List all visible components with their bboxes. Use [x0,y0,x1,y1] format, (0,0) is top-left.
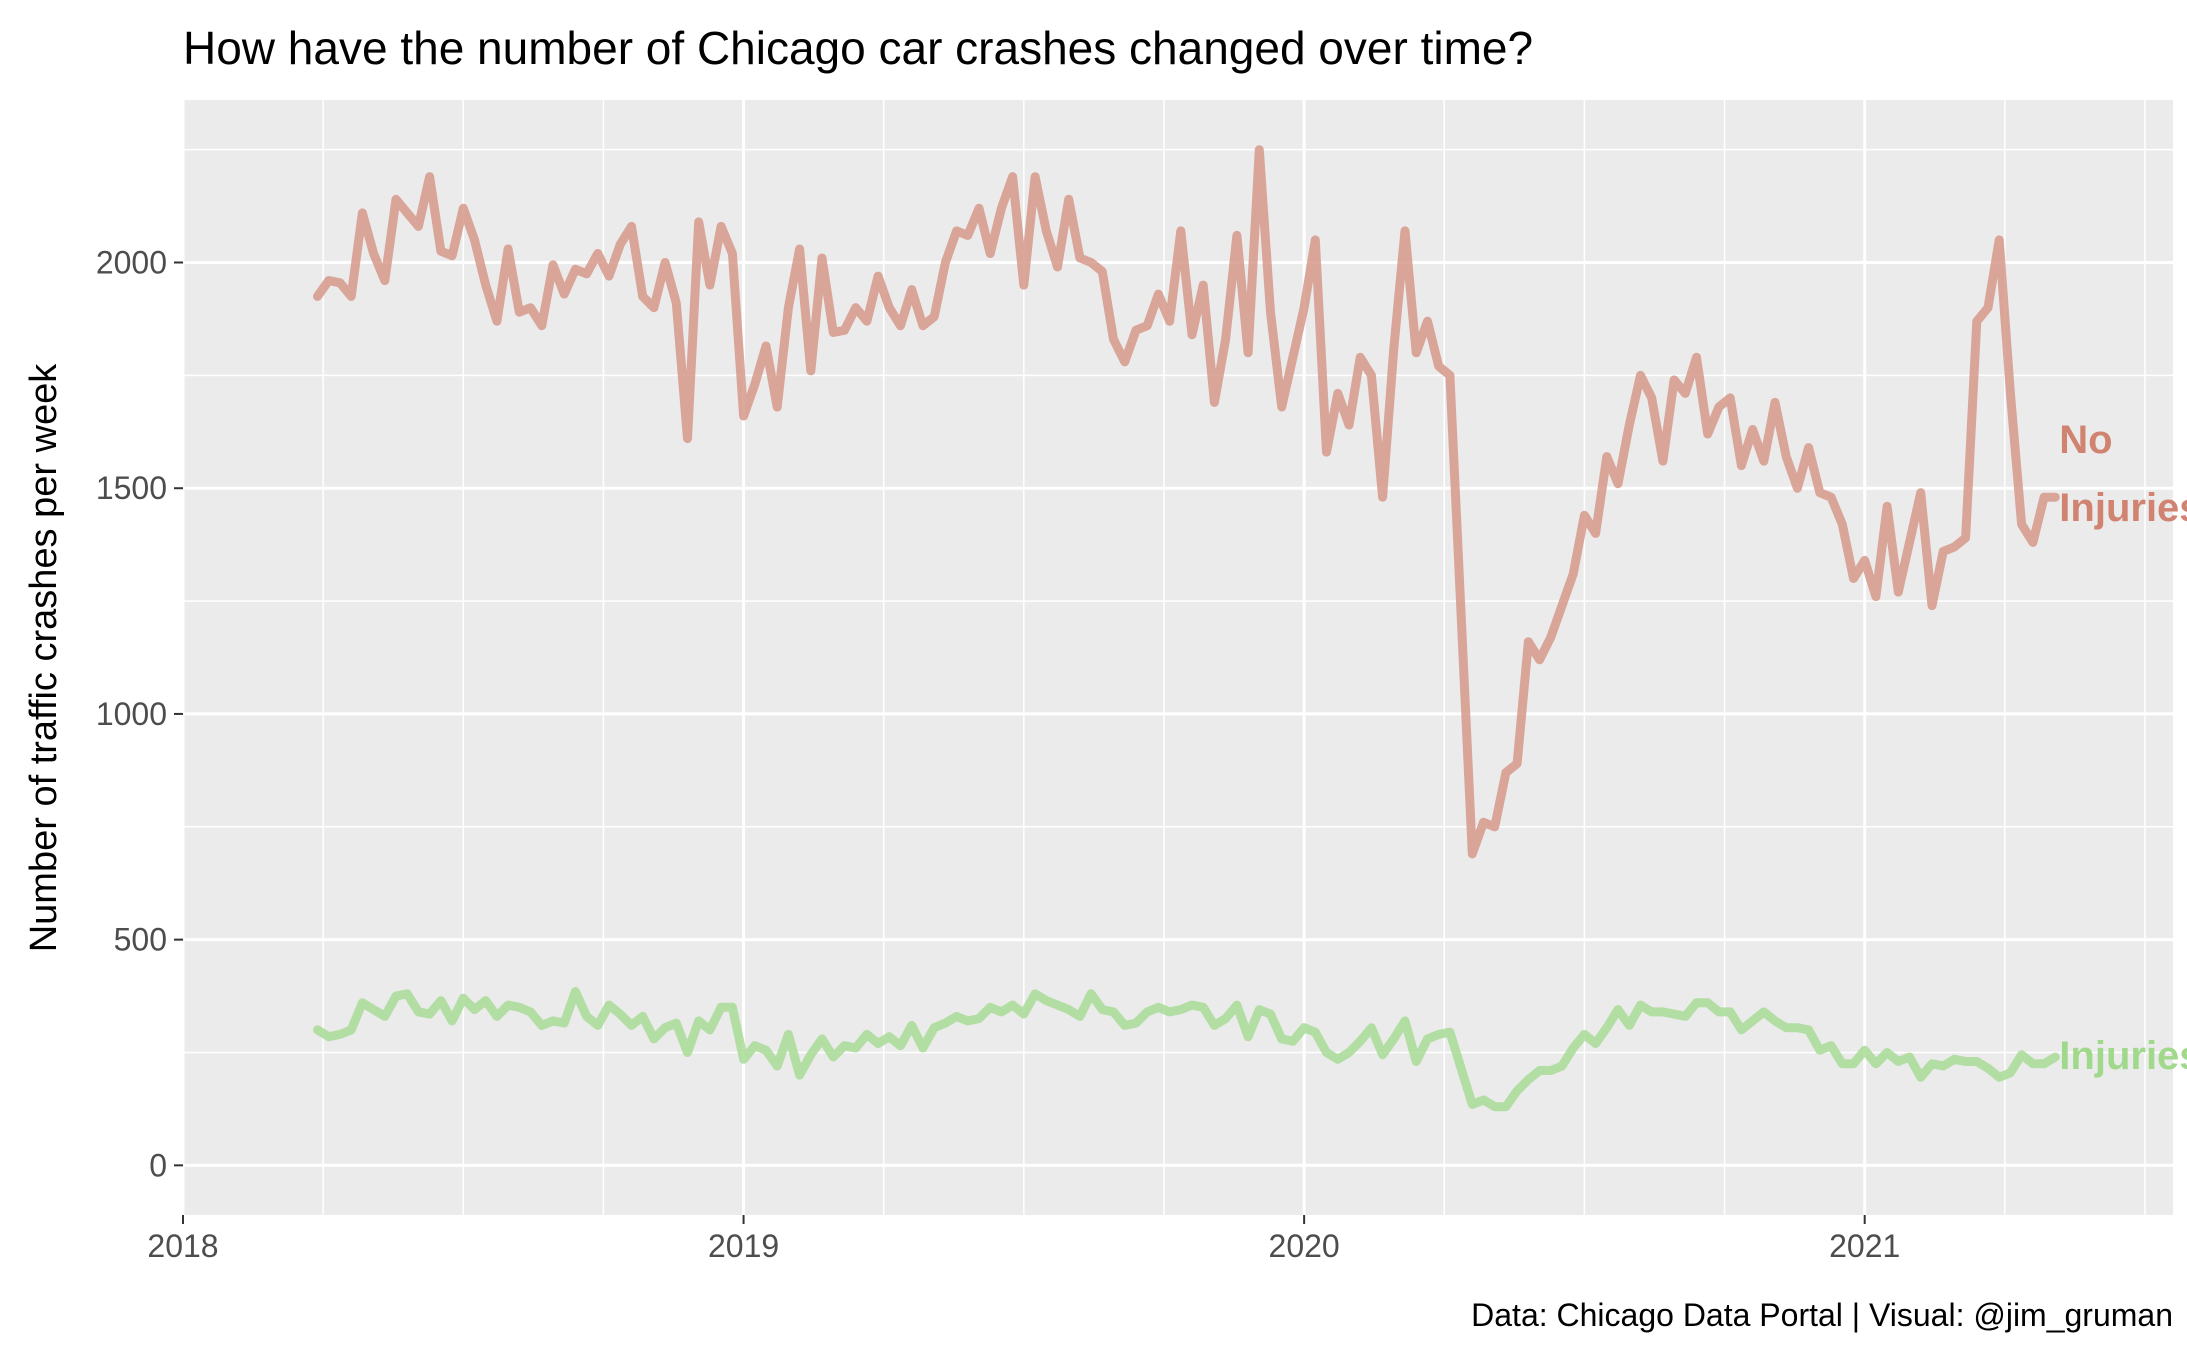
x-tick-label: 2021 [1829,1228,1900,1264]
grid-minor [183,100,2173,1215]
x-tick-label: 2018 [147,1228,218,1264]
x-tick-label: 2020 [1269,1228,1340,1264]
y-axis-title: Number of traffic crashes per week [23,363,65,953]
y-tick-label: 1000 [96,696,167,732]
chart-title: How have the number of Chicago car crash… [183,22,1533,74]
series-line-injuries [313,987,2060,1112]
series-label-injuries: Injuries [2059,1034,2187,1078]
y-axis: 0 500 1000 1500 2000 [96,245,183,1183]
y-tick-label: 2000 [96,245,167,281]
x-tick-label: 2019 [708,1228,779,1264]
series-labels: NoInjuries Injuries [2059,418,2187,1078]
series-line-no-injuries [313,145,2060,859]
series-layer [313,145,2060,1112]
y-tick-label: 500 [114,922,167,958]
x-axis: 2018 2019 2020 2021 [147,1215,1900,1264]
chart-caption: Data: Chicago Data Portal | Visual: @jim… [1471,1297,2173,1333]
y-tick-label: 0 [149,1147,167,1183]
series-label-no-injuries: NoInjuries [2059,418,2187,530]
y-tick-label: 1500 [96,470,167,506]
